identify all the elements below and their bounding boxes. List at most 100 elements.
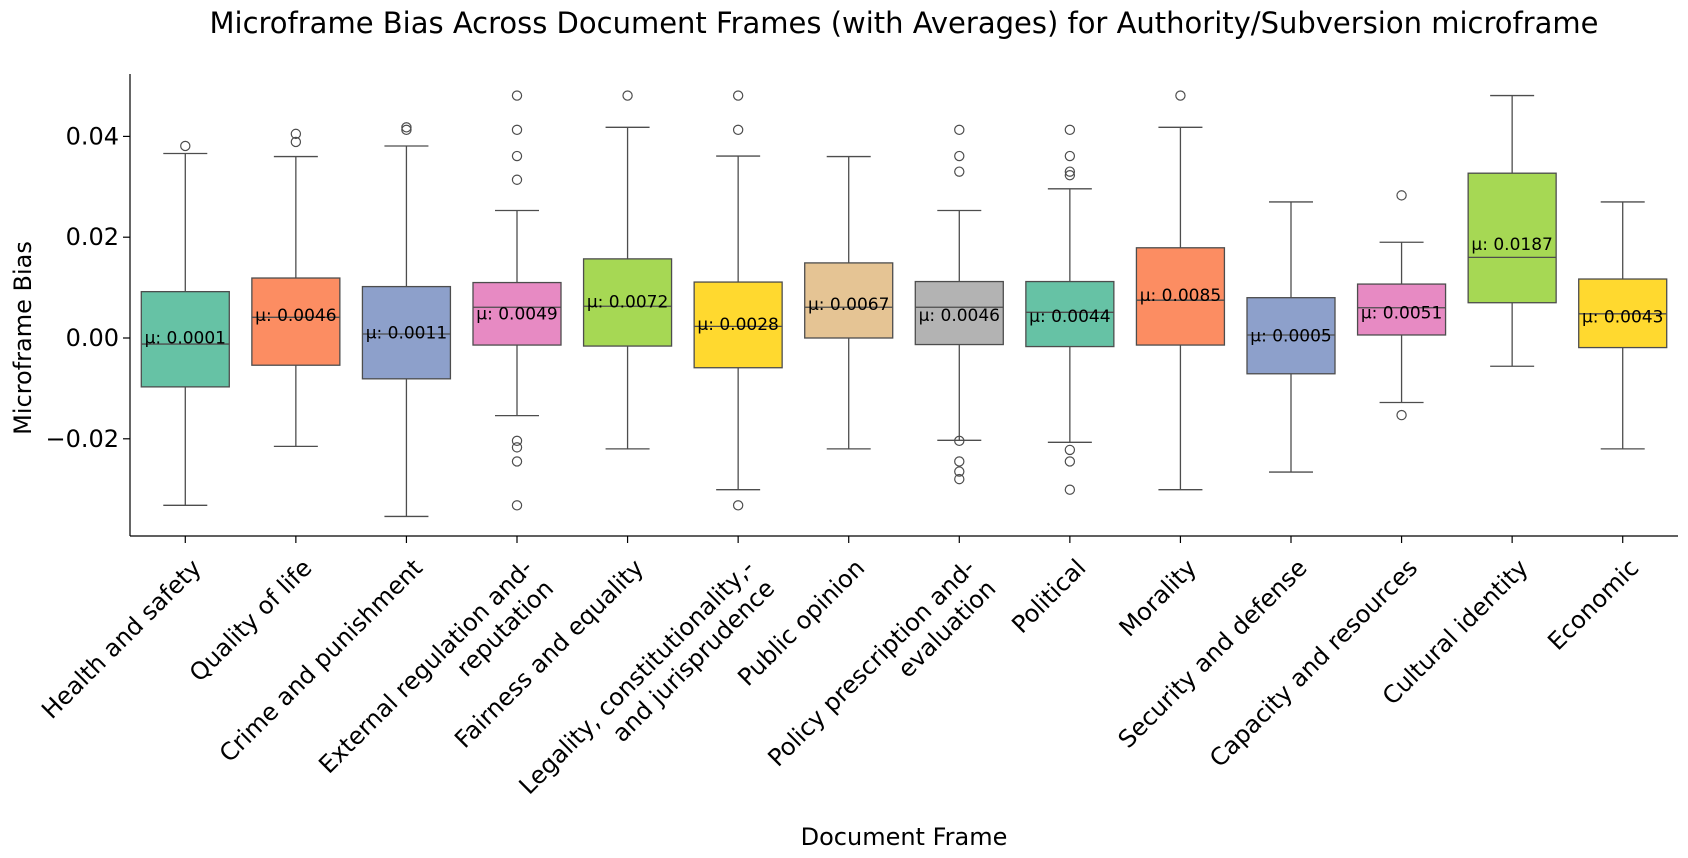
outlier-point xyxy=(622,90,633,101)
box-group: μ: 0.0049 xyxy=(472,90,562,511)
outlier-point xyxy=(1064,124,1076,136)
box-iqr xyxy=(1025,280,1115,348)
x-tick-label-line: Crime and punishment xyxy=(214,554,428,768)
box-iqr xyxy=(1356,283,1447,336)
x-tick-label: Security and defense xyxy=(1113,554,1313,754)
outlier-point xyxy=(1064,150,1076,162)
box-group: μ: 0.0051 xyxy=(1356,190,1447,421)
x-tick-label-line: Policy prescription and- xyxy=(762,554,980,772)
outlier-point xyxy=(1064,484,1076,495)
mean-label: μ: 0.0046 xyxy=(255,306,336,326)
chart-title: Microframe Bias Across Document Frames (… xyxy=(210,6,1599,40)
y-tick-label: 0.00 xyxy=(66,324,119,352)
y-tick-label: −0.02 xyxy=(45,425,119,453)
outlier-point xyxy=(1064,170,1076,181)
mean-label: μ: 0.0085 xyxy=(1140,286,1221,306)
mean-label: μ: 0.0046 xyxy=(919,306,1000,326)
outlier-point xyxy=(511,456,523,467)
outlier-point xyxy=(180,140,191,152)
outlier-point xyxy=(954,456,965,467)
boxes-layer: μ: 0.0001 μ: 0.0046 μ: 0.0011 μ: 0.0049 μ: 0… xyxy=(140,90,1668,518)
outlier-point xyxy=(954,124,965,136)
box-group: μ: 0.0044 xyxy=(1025,124,1115,495)
x-tick-label-line: External regulation and- xyxy=(313,554,538,779)
y-tick-label: 0.04 xyxy=(66,122,119,150)
mean-label: μ: 0.0028 xyxy=(697,315,778,335)
box-group: μ: 0.0028 xyxy=(693,90,783,511)
x-tick-label-line: Morality xyxy=(1114,554,1202,642)
outlier-point xyxy=(732,124,744,136)
x-tick-label-line: Health and safety xyxy=(36,554,207,725)
y-axis: 0.04 0.02 0.00 −0.02 xyxy=(45,74,131,536)
x-tick-label-line: Security and defense xyxy=(1113,554,1313,754)
outlier-point xyxy=(1396,190,1407,201)
outlier-point xyxy=(511,124,523,136)
box-group: μ: 0.0011 xyxy=(361,122,452,518)
outlier-point xyxy=(954,473,965,485)
outlier-point xyxy=(732,500,744,511)
mean-label: μ: 0.0049 xyxy=(476,304,557,324)
x-tick-label-line: Economic xyxy=(1542,554,1644,656)
outlier-point xyxy=(1175,90,1186,101)
box-group: μ: 0.0067 xyxy=(804,155,894,450)
box-iqr xyxy=(582,258,673,347)
box-group: μ: 0.0043 xyxy=(1578,201,1668,450)
mean-label: μ: 0.0067 xyxy=(808,295,889,315)
box-group: μ: 0.0046 xyxy=(914,124,1004,485)
x-tick-label: Capacity and resources xyxy=(1204,554,1423,773)
x-tick-label: Morality xyxy=(1114,554,1202,642)
outlier-point xyxy=(954,166,965,177)
mean-label: μ: 0.0001 xyxy=(145,328,226,348)
box-iqr xyxy=(804,262,894,339)
box-group: μ: 0.0001 xyxy=(140,140,230,506)
mean-label: μ: 0.0043 xyxy=(1582,307,1663,327)
box-iqr xyxy=(1135,247,1226,346)
box-iqr xyxy=(472,281,562,346)
box-iqr xyxy=(914,280,1004,346)
outlier-point xyxy=(511,500,523,511)
x-tick-label-line: Political xyxy=(1006,554,1091,639)
mean-label: μ: 0.0005 xyxy=(1250,326,1331,346)
box-iqr xyxy=(693,281,783,369)
outlier-point xyxy=(954,435,965,447)
mean-label: μ: 0.0011 xyxy=(366,323,447,343)
x-tick-label-line: Capacity and resources xyxy=(1204,554,1423,773)
x-axis-label: Document Frame xyxy=(801,823,1008,851)
x-tick-label: Policy prescription and-evaluation xyxy=(762,554,1001,793)
box-iqr xyxy=(251,277,341,366)
outlier-point xyxy=(732,90,744,101)
outlier-point xyxy=(954,466,965,477)
outlier-point xyxy=(401,122,412,133)
box-group: μ: 0.0072 xyxy=(582,90,673,450)
box-group: μ: 0.0005 xyxy=(1246,201,1336,473)
box-iqr xyxy=(140,290,230,388)
outlier-point xyxy=(1064,456,1076,467)
box-iqr xyxy=(361,285,452,380)
x-tick-label: Health and safety xyxy=(36,554,207,725)
outlier-point xyxy=(290,136,302,148)
outlier-point xyxy=(511,90,523,101)
outlier-point xyxy=(511,150,523,162)
box-group: μ: 0.0085 xyxy=(1135,90,1226,491)
outlier-point xyxy=(511,442,523,453)
x-tick-label: Economic xyxy=(1542,554,1644,656)
outlier-point xyxy=(1064,444,1076,456)
x-tick-label: Crime and punishment xyxy=(214,554,428,768)
outlier-point xyxy=(1396,409,1407,421)
mean-label: μ: 0.0044 xyxy=(1029,307,1110,327)
box-iqr xyxy=(1246,297,1336,375)
y-tick-label: 0.02 xyxy=(66,223,119,251)
y-axis-label: Microframe Bias xyxy=(9,241,37,435)
box-group: μ: 0.0187 xyxy=(1467,94,1557,367)
outlier-point xyxy=(954,150,965,162)
outlier-point xyxy=(511,174,523,185)
x-tick-label: Political xyxy=(1006,554,1091,639)
outlier-point xyxy=(1064,166,1076,177)
outlier-point xyxy=(290,128,302,140)
outlier-point xyxy=(401,124,412,136)
outlier-point xyxy=(511,435,523,447)
mean-label: μ: 0.0051 xyxy=(1361,303,1442,323)
box-iqr xyxy=(1467,172,1557,304)
